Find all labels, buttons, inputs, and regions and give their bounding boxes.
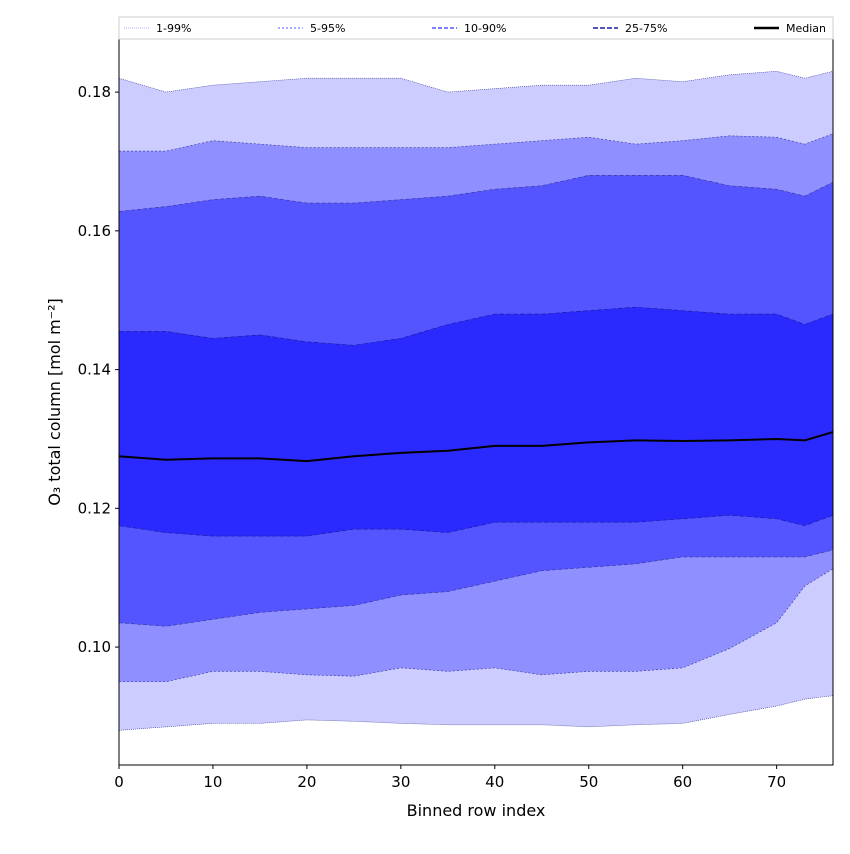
- legend-label: 10-90%: [464, 22, 506, 35]
- x-ticks: 0 10 20 30 40 50 60 70: [114, 765, 786, 791]
- band-10-90-upper-line: [118, 175, 834, 212]
- x-tick-label: 10: [203, 773, 222, 791]
- x-tick-label: 40: [485, 773, 504, 791]
- legend-label: 25-75%: [625, 22, 667, 35]
- x-tick-label: 20: [297, 773, 316, 791]
- legend-label: Median: [786, 22, 826, 35]
- x-tick-label: 50: [579, 773, 598, 791]
- x-tick-label: 60: [673, 773, 692, 791]
- y-tick-label: 0.10: [78, 638, 111, 656]
- y-tick-label: 0.18: [78, 83, 111, 101]
- x-tick-label: 70: [767, 773, 786, 791]
- band-1-99-upper-line: [118, 70, 834, 93]
- band-25-75-lower-line: [118, 514, 834, 537]
- band-25-75-upper-line: [119, 306, 834, 346]
- band-10-90-lower-line: [118, 549, 834, 627]
- y-ticks: 0.10 0.12 0.14 0.16 0.18: [78, 83, 119, 656]
- band-5-95-upper-line: [119, 133, 834, 152]
- median-layer: [118, 431, 834, 463]
- bands-layer: [118, 70, 834, 731]
- legend-box: [118, 16, 834, 40]
- legend-label: 1-99%: [156, 22, 191, 35]
- legend-label: 5-95%: [310, 22, 345, 35]
- y-tick-label: 0.16: [78, 222, 111, 240]
- band-1-99-lower-line: [118, 695, 834, 731]
- x-axis-label: Binned row index: [407, 801, 546, 820]
- y-tick-label: 0.14: [78, 361, 111, 379]
- y-axis-label: O₃ total column [mol m⁻²]: [45, 298, 64, 506]
- band-25-75-area: [119, 307, 833, 537]
- x-tick-label: 0: [114, 773, 124, 791]
- legend: 1-99% 5-95% 10-90% 25-75% Median: [118, 16, 834, 40]
- median-line: [118, 431, 834, 463]
- x-tick-label: 30: [391, 773, 410, 791]
- y-tick-label: 0.12: [78, 499, 111, 517]
